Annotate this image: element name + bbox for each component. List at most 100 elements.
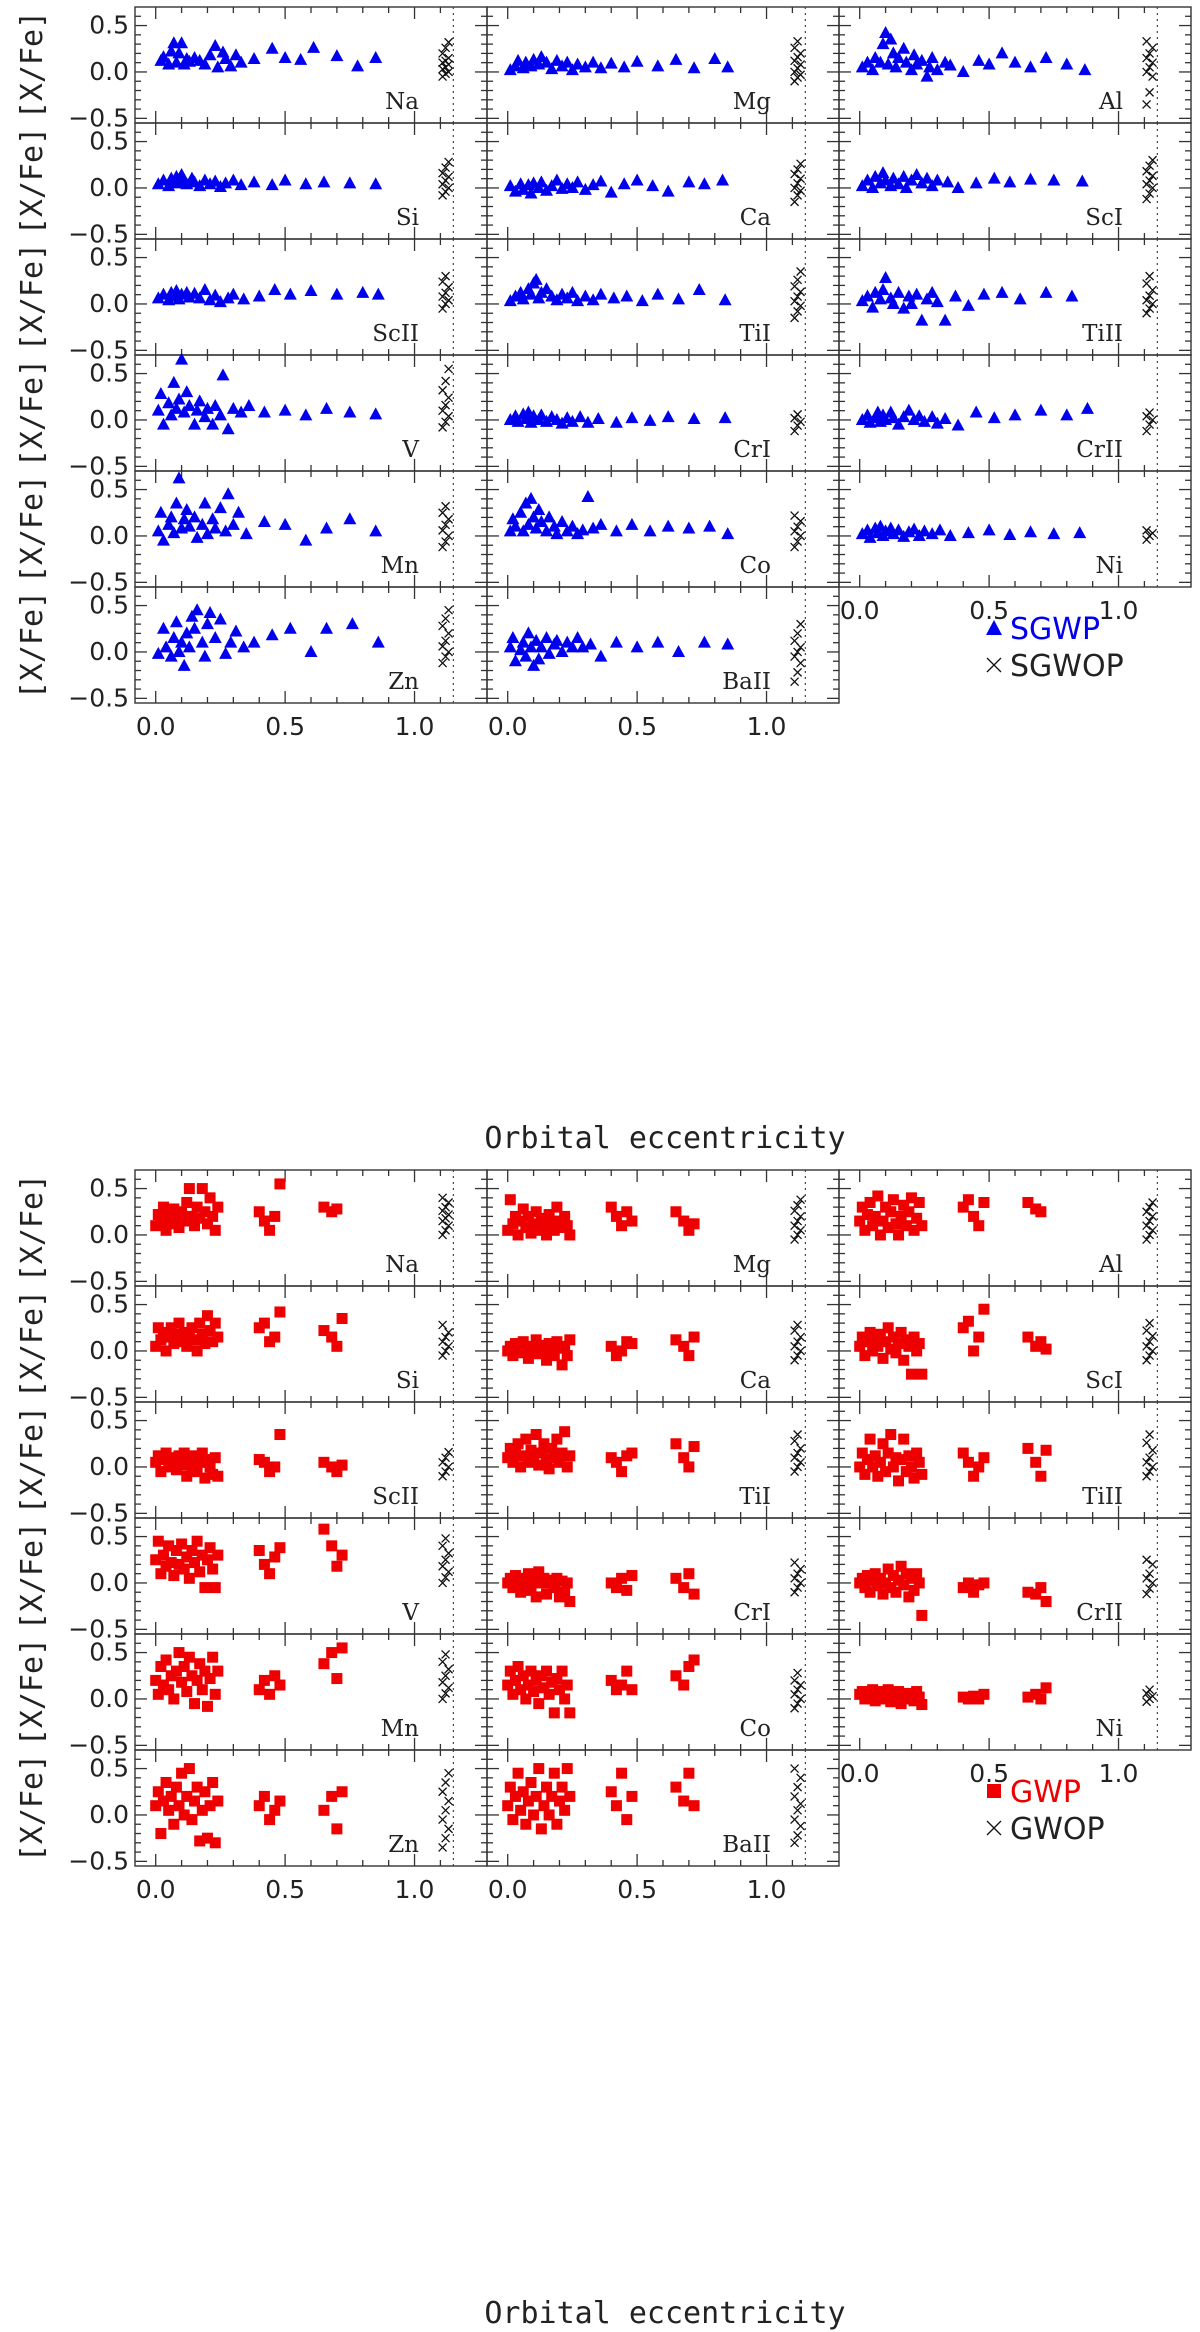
data-point-square [908,1584,920,1596]
data-point-square [893,1229,905,1241]
gwp-panel-scii: −0.5 0.0 0.5 [X/Fe] ScII [15,1401,488,1527]
data-point-triangle [521,517,535,530]
data-point-square [911,1345,923,1357]
data-point-triangle [866,300,880,313]
data-point-cross [790,1689,800,1699]
data-point-triangle [902,403,916,416]
data-point-square [1040,1596,1052,1608]
legend-marker-cross [986,657,1002,673]
data-point-triangle [524,186,538,199]
x-tick-label: 1.0 [1099,1759,1139,1788]
data-point-square [183,1651,195,1663]
data-point-square [670,1206,682,1218]
data-point-triangle [369,177,383,190]
x-tick-label: 0.0 [136,712,176,741]
data-point-square [191,1201,203,1213]
data-point-triangle [265,628,279,641]
data-point-triangle [576,523,590,536]
data-point-square [905,1368,917,1380]
data-point-square [861,1570,873,1582]
data-point-triangle [164,649,178,662]
data-point-square [150,1674,162,1686]
data-point-triangle [234,405,248,418]
data-point-cross [1145,1216,1155,1226]
y-tick-label: −0.5 [68,1498,129,1527]
data-point-triangle [151,646,165,659]
data-point-square [880,1336,892,1348]
data-point-triangle [617,177,631,190]
data-point-square [887,1331,899,1343]
data-point-triangle [508,519,522,532]
data-point-square [898,1199,910,1211]
y-tick-label: 0.5 [89,359,129,388]
data-point-square [861,1336,873,1348]
data-point-square [181,1196,193,1208]
data-point-square [201,1218,213,1230]
data-point-triangle [371,635,385,648]
xlabel-bottom: Orbital eccentricity [484,2296,845,2331]
data-point-triangle [620,289,634,302]
data-point-triangle [252,289,266,302]
data-point-square [207,1210,219,1222]
data-point-cross [1145,1318,1155,1328]
data-point-square [176,1459,188,1471]
data-point-triangle [925,410,939,423]
element-label: Mg [733,1252,772,1278]
data-point-square [165,1790,177,1802]
data-point-cross [1142,166,1152,176]
gwp-panel-sci: ScI [838,1285,1192,1403]
data-point-triangle [177,405,191,418]
data-point-square [973,1331,985,1343]
data-point-square [688,1218,700,1230]
data-point-square [864,1586,876,1598]
data-point-triangle [208,288,222,301]
data-point-square [194,1658,206,1670]
ylabel: [X/Fe] [15,1754,50,1862]
data-point-triangle [1024,172,1038,185]
data-point-square [559,1693,571,1705]
data-point-cross [1148,1445,1158,1455]
element-label: TiI [739,321,771,347]
data-point-square [877,1215,889,1227]
data-point-square [336,1786,348,1798]
data-point-cross [438,1230,448,1240]
data-point-triangle [571,631,585,644]
data-point-triangle [208,631,222,644]
data-point-cross [793,190,803,200]
data-point-cross [1142,99,1152,109]
data-point-square [201,1832,213,1844]
data-point-triangle [175,36,189,49]
data-point-triangle [320,621,334,634]
data-point-triangle [506,631,520,644]
data-point-triangle [930,416,944,429]
data-point-square [258,1456,270,1468]
ylabel: [X/Fe] [15,1174,50,1282]
data-point-triangle [351,59,365,72]
y-tick-label: 0.5 [89,1638,129,1667]
data-point-square [548,1224,560,1236]
data-point-square [168,1338,180,1350]
data-point-cross [441,1671,451,1681]
data-point-square [1040,1682,1052,1694]
data-point-square [678,1795,690,1807]
data-point-triangle [943,528,957,541]
data-point-square [512,1438,524,1450]
data-point-triangle [703,519,717,532]
data-point-triangle [534,408,548,421]
data-point-triangle [899,55,913,68]
data-point-triangle [283,287,297,300]
data-point-cross [1145,176,1155,185]
data-point-cross [441,1649,451,1659]
data-point-cross [793,522,803,532]
data-point-square [178,1660,190,1672]
data-point-square [978,1577,990,1589]
data-point-triangle [555,644,569,657]
data-point-triangle [578,182,592,195]
data-point-cross [1142,1438,1152,1448]
data-point-triangle [573,410,587,423]
data-point-square [194,1456,206,1468]
data-point-triangle [182,519,196,532]
data-point-triangle [881,57,895,70]
data-point-square [274,1306,286,1318]
data-point-square [538,1345,550,1357]
